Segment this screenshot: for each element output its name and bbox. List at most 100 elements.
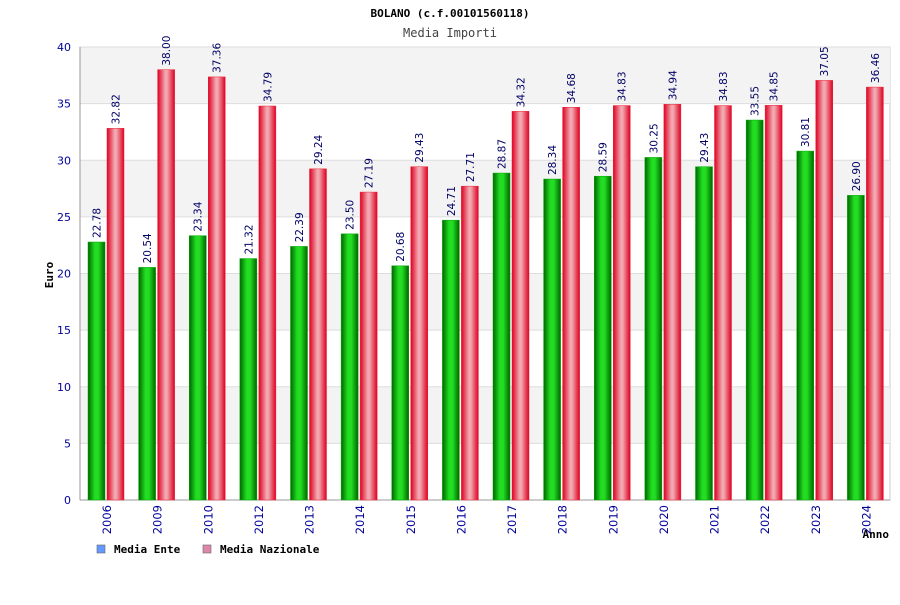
y-tick-label: 20 — [57, 268, 71, 281]
chart-subtitle: Media Importi — [403, 26, 497, 40]
bar-media-ente — [239, 258, 258, 501]
x-tick-label: 2006 — [100, 505, 114, 534]
bar-value-label: 29.43 — [414, 133, 426, 163]
y-tick-label: 40 — [57, 41, 71, 54]
bar-media-ente — [290, 246, 308, 501]
bar-media-ente — [87, 241, 106, 501]
legend-swatch — [202, 544, 212, 554]
bar-value-label: 20.54 — [142, 233, 154, 263]
chart-title: BOLANO (c.f.00101560118) — [371, 7, 530, 20]
bar-media-ente — [745, 119, 764, 501]
bar-value-label: 20.68 — [395, 232, 407, 262]
x-tick-label: 2018 — [556, 505, 570, 534]
bar-value-label: 28.87 — [497, 139, 509, 169]
y-tick-label: 15 — [57, 324, 71, 337]
bar-value-label: 33.55 — [750, 86, 762, 116]
x-tick-label: 2019 — [606, 505, 620, 534]
legend-label: Media Ente — [114, 543, 181, 556]
x-tick-label: 2023 — [809, 505, 823, 534]
y-axis-ticks: 0 5 10 15 20 25 30 35 40 — [57, 41, 71, 507]
bar-value-label: 28.59 — [598, 142, 610, 172]
bar-media-nazionale — [359, 191, 378, 501]
value-labels: 22.78 32.82 20.54 38.00 23.34 37.36 21.32 34.79… — [92, 36, 882, 264]
bar-value-label: 22.39 — [294, 212, 306, 242]
bar-value-label: 22.78 — [92, 208, 104, 238]
bar-value-label: 34.83 — [718, 71, 730, 101]
bar-media-ente — [543, 178, 561, 501]
x-tick-label: 2024 — [859, 505, 873, 534]
bar-media-ente — [391, 265, 409, 501]
bar-media-ente — [847, 195, 865, 501]
bar-media-ente — [492, 172, 511, 501]
bar-value-label: 23.50 — [345, 200, 357, 230]
bar-media-nazionale — [461, 185, 479, 501]
bar-value-label: 27.71 — [465, 152, 477, 182]
bar-value-label: 30.81 — [800, 117, 812, 147]
bar-value-label: 24.71 — [446, 186, 458, 216]
x-tick-label: 2017 — [505, 505, 519, 534]
bar-media-nazionale — [511, 111, 530, 501]
bar-value-label: 29.43 — [699, 133, 711, 163]
x-axis-label: Anno — [863, 528, 890, 541]
y-tick-label: 25 — [57, 211, 71, 224]
x-tick-label: 2009 — [151, 505, 165, 534]
bar-media-nazionale — [764, 105, 783, 501]
bar-media-nazionale — [258, 105, 277, 501]
y-axis-label: Euro — [43, 261, 56, 288]
bar-media-nazionale — [309, 168, 327, 501]
bar-media-ente — [138, 267, 156, 501]
y-tick-label: 10 — [57, 381, 71, 394]
bar-media-ente — [340, 233, 359, 501]
bar-media-nazionale — [663, 104, 682, 501]
bar-media-nazionale — [866, 86, 884, 501]
bar-media-ente — [695, 166, 713, 501]
bar-value-label: 34.85 — [769, 71, 781, 101]
bars — [87, 69, 884, 501]
bar-value-label: 21.32 — [243, 224, 255, 254]
bar-value-label: 27.19 — [364, 158, 376, 188]
bar-value-label: 34.32 — [516, 77, 528, 107]
x-tick-label: 2015 — [404, 505, 418, 534]
bar-value-label: 28.34 — [547, 145, 559, 175]
bar-value-label: 26.90 — [851, 161, 863, 191]
bar-value-label: 37.05 — [819, 46, 831, 76]
y-tick-label: 30 — [57, 154, 71, 167]
x-tick-label: 2021 — [708, 505, 722, 534]
bar-value-label: 30.25 — [648, 123, 660, 153]
x-tick-label: 2016 — [454, 505, 468, 534]
bar-media-nazionale — [613, 105, 631, 501]
bar-value-label: 32.82 — [111, 94, 123, 124]
y-tick-label: 0 — [64, 494, 71, 507]
bar-value-label: 34.94 — [667, 70, 679, 100]
bar-value-label: 38.00 — [161, 36, 173, 66]
bar-media-ente — [189, 235, 207, 501]
bar-media-ente — [796, 150, 814, 501]
bar-media-nazionale — [714, 105, 732, 501]
bar-media-nazionale — [208, 76, 226, 501]
bar-value-label: 37.36 — [212, 43, 224, 73]
bar-value-label: 29.24 — [313, 134, 325, 164]
x-tick-label: 2013 — [303, 505, 317, 534]
x-tick-label: 2012 — [252, 505, 266, 534]
bar-media-nazionale — [410, 166, 428, 501]
bar-value-label: 23.34 — [193, 201, 205, 231]
x-tick-label: 2014 — [353, 505, 367, 534]
legend-swatch — [96, 544, 106, 554]
bar-media-nazionale — [106, 128, 125, 501]
bar-value-label: 34.68 — [566, 73, 578, 103]
y-tick-label: 5 — [64, 437, 71, 450]
x-axis-ticks: 2006 2009 2010 2012 2013 2014 2015 2016 2017 2018… — [100, 505, 873, 534]
x-tick-label: 2020 — [657, 505, 671, 534]
legend: Media Ente Media Nazionale — [96, 543, 320, 556]
x-tick-label: 2022 — [758, 505, 772, 534]
bar-media-nazionale — [815, 80, 833, 501]
bar-value-label: 34.79 — [262, 72, 274, 102]
bar-media-nazionale — [157, 69, 175, 501]
bar-media-nazionale — [562, 106, 580, 501]
legend-label: Media Nazionale — [220, 543, 320, 556]
y-tick-label: 35 — [57, 98, 71, 111]
bar-value-label: 36.46 — [870, 53, 882, 83]
x-tick-label: 2010 — [201, 505, 215, 534]
